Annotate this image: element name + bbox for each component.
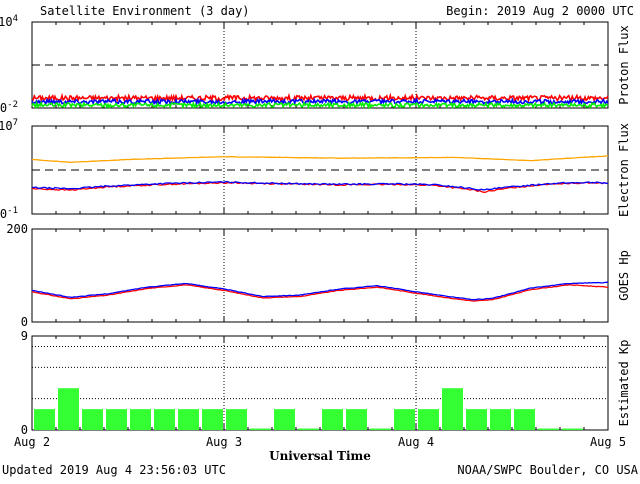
chart-title: Satellite Environment (3 day)	[40, 4, 250, 18]
panel-frame	[31, 228, 609, 323]
y-axis-label: Proton Flux	[617, 25, 631, 104]
series-line-orange	[32, 155, 609, 163]
series-line-green	[31, 100, 609, 110]
kp-bar	[418, 409, 439, 430]
y-axis-label: GOES Hp	[617, 250, 631, 301]
kp-bar	[442, 388, 463, 430]
y-tick-label: 10-1	[0, 206, 18, 221]
kp-bar	[370, 428, 391, 430]
kp-bar	[562, 428, 583, 430]
kp-bar	[130, 409, 151, 430]
y-tick-label: 0	[21, 423, 28, 437]
panel-2: 107 10-1 Electron Flux	[0, 118, 631, 221]
begin-date: Begin: 2019 Aug 2 0000 UTC	[446, 4, 634, 18]
x-tick-label: Aug 4	[398, 435, 434, 449]
x-tick-label: Aug 2	[14, 435, 50, 449]
x-tick-label: Aug 3	[206, 435, 242, 449]
kp-bar	[178, 409, 199, 430]
kp-bar	[346, 409, 367, 430]
series-line-blue	[31, 97, 609, 107]
kp-bar	[394, 409, 415, 430]
kp-bar	[298, 428, 319, 430]
panel-4: 9 0 Estimated Kp	[21, 329, 631, 437]
y-axis-label: Electron Flux	[617, 123, 631, 217]
series-line-blue	[31, 281, 609, 301]
y-tick-label: 9	[21, 329, 28, 343]
kp-bar	[538, 428, 559, 430]
kp-bar	[274, 409, 295, 430]
series-line-red	[31, 283, 609, 302]
x-axis-tick-labels: Aug 2 Aug 3 Aug 4 Aug 5	[14, 435, 626, 449]
y-tick-label: 104	[0, 14, 18, 29]
panel-3: 200 0 GOES Hp	[6, 222, 631, 329]
kp-bar	[322, 409, 343, 430]
kp-bar	[34, 409, 55, 430]
series-line-red	[31, 181, 609, 193]
updated-timestamp: Updated 2019 Aug 4 23:56:03 UTC	[2, 463, 226, 477]
y-tick-label: 200	[6, 222, 28, 236]
kp-bar	[106, 409, 127, 430]
y-axis-label: Estimated Kp	[617, 340, 631, 427]
panel-1: 104 10-2 Proton Flux	[0, 14, 631, 115]
kp-bar	[514, 409, 535, 430]
kp-bar	[226, 409, 247, 430]
y-tick-label: 0	[21, 315, 28, 329]
kp-bar	[202, 409, 223, 430]
kp-bar	[154, 409, 175, 430]
credit-text: NOAA/SWPC Boulder, CO USA	[457, 463, 638, 477]
y-tick-label: 107	[0, 118, 18, 133]
panels-group: 104 10-2 Proton Flux 107 10-1 Electron Flux 20…	[0, 14, 631, 437]
series-line-blue	[31, 180, 609, 191]
kp-bar	[490, 409, 511, 430]
kp-bar	[250, 428, 271, 430]
kp-bar	[82, 409, 103, 430]
kp-bar	[58, 388, 79, 430]
series-line-red	[31, 92, 609, 104]
x-tick-label: Aug 5	[590, 435, 626, 449]
kp-bar	[466, 409, 487, 430]
y-tick-label: 10-2	[0, 100, 18, 115]
x-axis-title: Universal Time	[269, 449, 371, 463]
